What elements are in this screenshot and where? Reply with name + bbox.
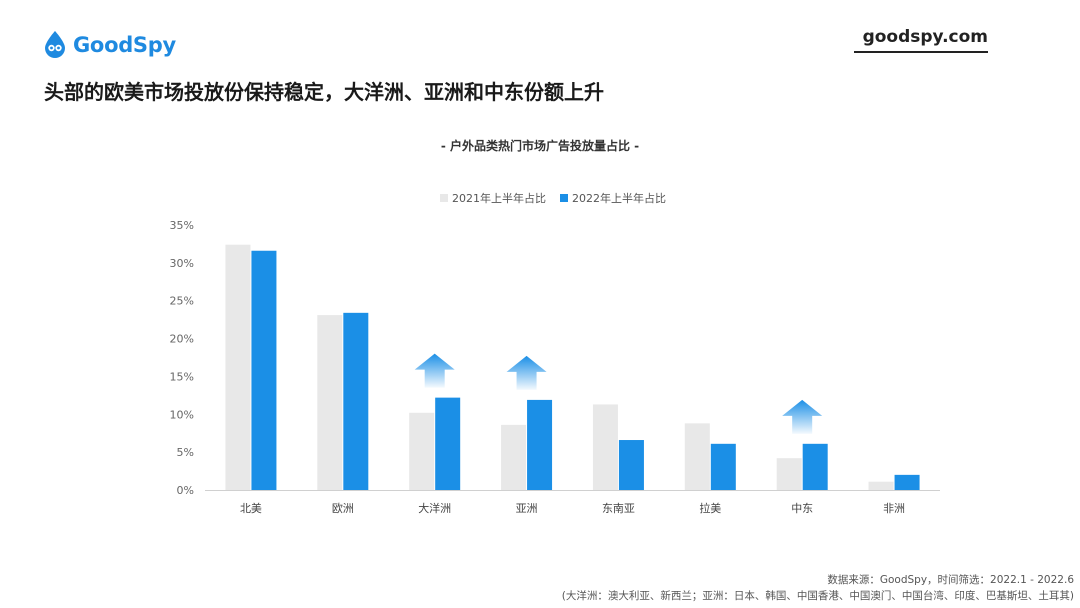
bar-2022 [343,312,369,490]
x-tick-label: 中东 [791,502,813,515]
y-tick-label: 15% [170,370,194,383]
x-tick-label: 北美 [240,502,262,515]
y-tick-label: 25% [170,295,194,308]
bar-chart: 0% 5% 10% 15% 20% 25% 30% 35% 北美 欧洲 大洋洲 亚洲 东南亚 拉美 中东 非洲 [170,219,940,515]
brand-logo: GoodSpy [42,28,176,62]
bar-2022 [894,474,920,490]
bar-2021 [684,423,710,490]
legend-label-2021: 2021年上半年占比 [452,192,546,205]
bar-2022 [527,399,553,490]
site-underline [854,51,988,53]
bar-2021 [501,424,527,490]
chart-legend: 2021年上半年占比 2022年上半年占比 [440,190,680,206]
bar-2021 [592,404,618,490]
legend-label-2022: 2022年上半年占比 [572,192,666,205]
y-tick-label: 30% [170,257,194,270]
footnote: (大洋洲：澳大利亚、新西兰；亚洲：日本、韩国、中国香港、中国澳门、中国台湾、印度… [561,590,1074,602]
page-headline: 头部的欧美市场投放份保持稳定，大洋洲、亚洲和中东份额上升 [44,80,604,104]
up-arrow-shape [414,353,455,388]
y-tick-label: 5% [177,446,194,459]
legend-swatch-2022 [560,194,568,202]
legend-swatch-2021 [440,194,448,202]
bar-2022 [251,250,277,490]
x-tick-label: 东南亚 [602,502,635,515]
up-arrow-icon [782,399,823,434]
x-tick-label: 大洋洲 [418,501,451,515]
x-tick-label: 拉美 [699,501,721,515]
y-tick-label: 35% [170,219,194,232]
bar-2022 [618,440,644,490]
legend-item-2021: 2021年上半年占比 [440,190,546,206]
up-arrow-icon [506,355,547,390]
site-link[interactable]: goodspy.com [862,27,988,47]
bar-2022 [710,443,736,490]
y-tick-label: 10% [170,408,194,421]
bar-2021 [317,315,343,490]
legend-item-2022: 2022年上半年占比 [560,190,666,206]
bar-2022 [802,443,828,490]
bar-2021 [225,244,251,490]
up-arrow-shape [782,399,823,434]
x-tick-label: 欧洲 [332,502,354,515]
bar-2021 [409,412,435,490]
x-tick-label: 亚洲 [516,502,538,515]
bar-2021 [776,458,802,490]
up-arrow-shape [506,355,547,390]
y-tick-label: 0% [177,484,194,497]
logo-text: GoodSpy [73,33,176,57]
chart-title: - 户外品类热门市场广告投放量占比 - [440,139,640,153]
data-source: 数据来源：GoodSpy，时间筛选：2022.1 - 2022.6 [827,574,1074,586]
x-tick-label: 非洲 [883,502,905,515]
bar-2021 [868,481,894,490]
goodspy-logo-icon [45,31,65,58]
bar-2022 [435,397,461,490]
y-tick-label: 20% [170,333,194,346]
up-arrow-icon [414,353,455,388]
